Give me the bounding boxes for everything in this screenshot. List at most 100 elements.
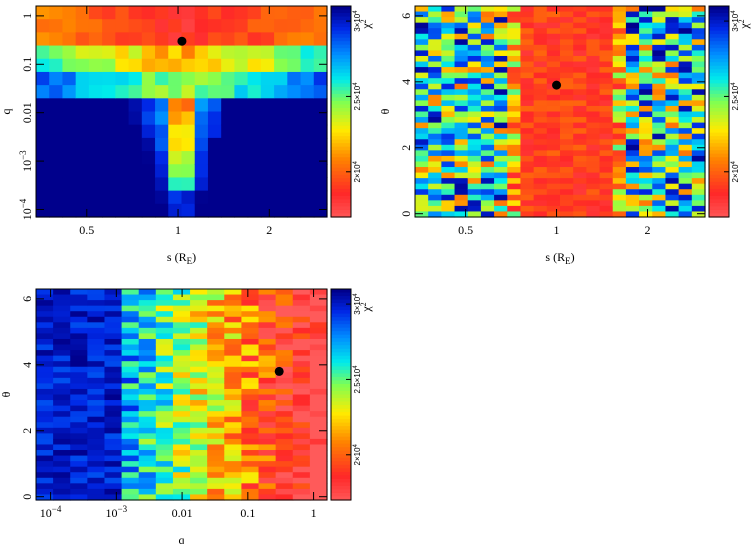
heatmap-cell (224, 461, 243, 468)
heatmap-cell (625, 50, 640, 57)
heatmap-cell (494, 28, 508, 35)
heatmap-cell (467, 44, 482, 52)
plot-frame (35, 288, 328, 501)
heatmap-cell (309, 444, 328, 451)
heatmap-cell (494, 61, 508, 68)
heatmap-cell (155, 300, 174, 307)
heatmap-cell (639, 211, 653, 218)
heatmap-cell (480, 33, 495, 40)
heatmap-cell (507, 211, 522, 218)
heatmap-cell (520, 17, 535, 24)
heatmap-cell (665, 178, 680, 185)
tick-label: 4 (20, 362, 34, 368)
heatmap-cell (234, 19, 249, 33)
colorbar-segment (331, 289, 351, 294)
heatmap-cell (155, 438, 174, 446)
colorbar-segment (331, 6, 351, 11)
heatmap-cell (155, 388, 174, 396)
heatmap-cell (102, 124, 116, 139)
heatmap-cell (138, 289, 157, 296)
heatmap-cell (467, 17, 482, 24)
heatmap-cell (121, 461, 140, 468)
heatmap-cell (546, 211, 561, 218)
heatmap-cell (292, 394, 311, 401)
heatmap-cell (300, 6, 315, 20)
heatmap-cell (533, 6, 548, 13)
heatmap-cell (494, 122, 508, 129)
heatmap-cell (573, 50, 587, 57)
heatmap-cell (652, 44, 667, 52)
heatmap-cell (88, 177, 103, 192)
heatmap-cell (520, 205, 535, 213)
heatmap-cell (520, 133, 535, 140)
colorbar-segment (331, 51, 351, 56)
colorbar-segment (709, 41, 729, 46)
heatmap-cell (138, 361, 157, 368)
heatmap-cell (247, 151, 262, 165)
heatmap-cell (507, 189, 522, 196)
heatmap-cell (467, 200, 482, 207)
heatmap-cell (520, 122, 535, 129)
heatmap-cell (70, 305, 88, 312)
heatmap-cell (115, 98, 130, 113)
heatmap-cell (36, 477, 54, 484)
colorbar-segment (709, 65, 729, 70)
colorbar-segment (331, 296, 351, 301)
heatmap-cell (428, 139, 442, 146)
heatmap-cell (533, 117, 548, 124)
heatmap-cell (70, 388, 88, 396)
colorbar-segment (709, 83, 729, 88)
heatmap-cell (275, 422, 294, 429)
heatmap-cell (454, 17, 469, 24)
heatmap-cell (70, 483, 88, 490)
heatmap-cell (181, 203, 196, 218)
heatmap-cell (88, 71, 103, 86)
heatmap-cell (70, 394, 88, 401)
heatmap-cell (121, 338, 140, 346)
heatmap-cell (415, 28, 429, 35)
heatmap-cell (287, 111, 302, 126)
colorbar-segment (709, 55, 729, 60)
heatmap-cell (612, 172, 627, 179)
heatmap-cell (194, 32, 209, 47)
colorbar-segment (331, 34, 351, 39)
heatmap-cell (247, 45, 262, 60)
heatmap-cell (454, 22, 469, 29)
heatmap-cell (53, 450, 71, 457)
heatmap-cell (258, 316, 277, 323)
heatmap-cell (441, 122, 456, 129)
heatmap-cell (88, 164, 103, 179)
heatmap-cell (309, 372, 328, 379)
heatmap-cell (88, 6, 103, 20)
heatmap-cell (75, 45, 90, 60)
heatmap-cell (507, 33, 522, 40)
heatmap-cell (599, 150, 614, 157)
colorbar-segment (709, 72, 729, 77)
heatmap-cell (36, 472, 54, 479)
colorbar-segment (709, 90, 729, 95)
heatmap-cell (428, 17, 442, 24)
colorbar-segment (709, 125, 729, 130)
heatmap-cell (454, 189, 469, 196)
heatmap-cell (300, 19, 315, 33)
colorbar-segment (709, 136, 729, 141)
heatmap-cell (441, 72, 456, 79)
heatmap-cell (224, 444, 243, 451)
heatmap-cell (194, 124, 209, 139)
heatmap-cell (454, 144, 469, 151)
heatmap-cell (62, 111, 77, 126)
heatmap-cell (665, 17, 680, 24)
heatmap-cell (441, 205, 456, 213)
heatmap-cell (309, 455, 328, 462)
colorbar-segment (709, 185, 729, 190)
heatmap-cell (441, 155, 456, 163)
best-fit-marker (177, 36, 187, 46)
heatmap-cell (546, 172, 561, 179)
heatmap-cell (241, 322, 260, 329)
heatmap-cell (533, 189, 548, 196)
heatmap-cell (599, 83, 614, 90)
heatmap-cell (612, 155, 627, 163)
heatmap-cell (172, 383, 191, 390)
heatmap-cell (138, 355, 157, 362)
